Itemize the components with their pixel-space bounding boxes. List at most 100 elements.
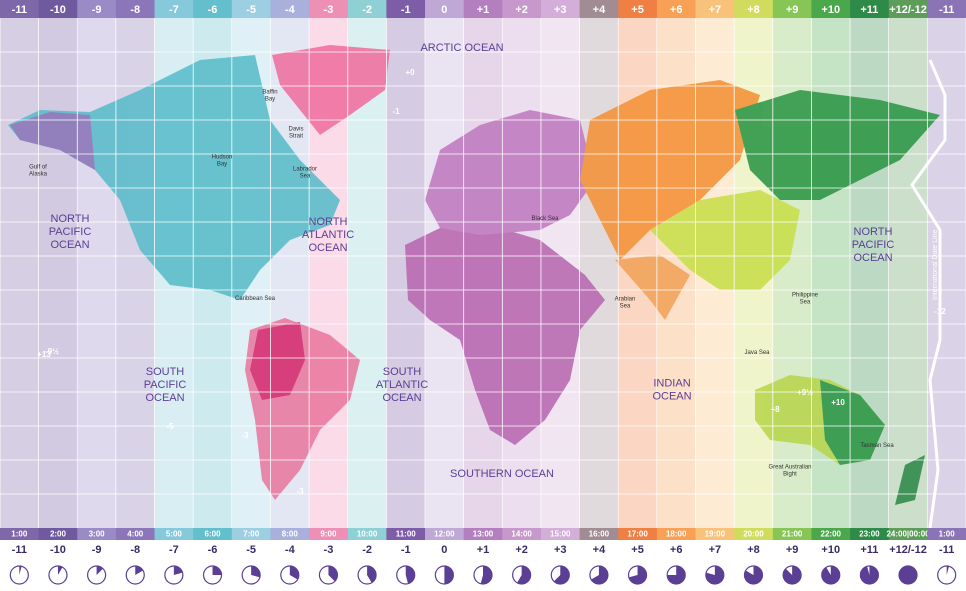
zone-offset-bottom: 0 xyxy=(441,544,447,556)
time-cell xyxy=(695,528,735,540)
clock-fill xyxy=(19,566,22,575)
zone-header-cell xyxy=(618,0,658,18)
zone-header-cell xyxy=(425,0,465,18)
zone-time: 24:00|00:00 xyxy=(886,530,930,539)
label-line: OCEAN xyxy=(853,252,892,264)
clock-fill xyxy=(628,566,647,584)
time-cell xyxy=(502,528,542,540)
sea-label: Arabian Sea xyxy=(615,296,636,309)
zone-offset: +3 xyxy=(554,4,567,16)
zone-offset: -11 xyxy=(939,4,954,16)
label-line: Labrador xyxy=(293,166,317,172)
zone-header-cell xyxy=(695,0,735,18)
zone-header-cell xyxy=(463,0,503,18)
zone-header-cell xyxy=(309,0,349,18)
zone-offset-bottom: -8 xyxy=(130,544,140,556)
clock-fill xyxy=(744,566,763,585)
sea-label: Davis Strait xyxy=(288,126,303,139)
sea-label: Tasman Sea xyxy=(860,443,894,449)
clock-fill xyxy=(591,566,608,585)
time-cell xyxy=(386,528,426,540)
clock-fill xyxy=(57,566,63,575)
zone-offset: +4 xyxy=(593,4,606,16)
clock-fill xyxy=(517,566,531,584)
label-line: NORTH xyxy=(309,216,348,228)
time-cell xyxy=(579,528,619,540)
label-line: SOUTHERN OCEAN xyxy=(450,468,554,480)
clock-fill xyxy=(899,566,918,584)
china xyxy=(650,190,800,290)
zone-header-cell xyxy=(811,0,851,18)
ocean-label: ARCTIC OCEAN xyxy=(420,42,503,54)
label-line: Black Sea xyxy=(531,216,559,222)
zone-header-cell xyxy=(502,0,542,18)
zone-header-cell xyxy=(193,0,233,18)
zone-time: 14:00 xyxy=(511,530,532,539)
zone-offset: -10 xyxy=(50,4,66,16)
zone-time: 7:00 xyxy=(243,530,260,539)
zone-time: 1:00 xyxy=(11,530,28,539)
zone-header-cell xyxy=(38,0,78,18)
zone-time: 18:00 xyxy=(666,530,687,539)
clock-fill xyxy=(860,566,879,584)
zone-band xyxy=(77,18,117,528)
zone-offset: +9 xyxy=(786,4,799,16)
label-line: SOUTH xyxy=(146,366,185,378)
zone-time: 2:00 xyxy=(50,530,67,539)
australia-east xyxy=(820,380,885,465)
ocean-label: NORTH PACIFIC OCEAN xyxy=(49,213,92,251)
zone-time: 23:00 xyxy=(859,530,880,539)
zone-offset-bottom: +7 xyxy=(709,544,722,556)
time-cell xyxy=(0,528,40,540)
label-line: Caribbean Sea xyxy=(235,296,276,302)
zone-offset-bottom: -9 xyxy=(92,544,102,556)
continents xyxy=(8,45,940,505)
label-line: NORTH xyxy=(51,213,90,225)
time-cell xyxy=(772,528,812,540)
zone-header-cell xyxy=(772,0,812,18)
zone-time: 15:00 xyxy=(550,530,571,539)
zone-offset: -8 xyxy=(130,4,140,16)
clock-fill xyxy=(705,566,724,585)
time-cell xyxy=(927,528,966,540)
zone-offset: -7 xyxy=(169,4,179,16)
ocean-label: SOUTHERN OCEAN xyxy=(450,468,554,480)
label-line: Great Australian xyxy=(768,464,811,470)
zone-mark: -1 xyxy=(392,107,400,116)
zone-time: 6:00 xyxy=(205,530,222,539)
label-line: Hudson xyxy=(212,154,233,160)
ocean-label: NORTH ATLANTIC OCEAN xyxy=(302,216,354,254)
sea-label: Hudson Bay xyxy=(212,154,233,167)
zone-offset-bottom: -5 xyxy=(246,544,256,556)
clock-fill xyxy=(405,566,415,584)
label-line: Strait xyxy=(289,133,303,139)
zone-time: 16:00 xyxy=(589,530,610,539)
zone-offset-bottom: -1 xyxy=(401,544,411,556)
label-line: NORTH xyxy=(854,226,893,238)
zone-band xyxy=(888,18,928,528)
label-line: ATLANTIC xyxy=(302,229,354,241)
africa xyxy=(405,228,605,445)
time-cell xyxy=(811,528,851,540)
zone-offset: -2 xyxy=(362,4,372,16)
zone-time: 11:00 xyxy=(396,530,417,539)
zone-mark: +13 xyxy=(37,350,51,359)
top-zone-bar: -11 -10 -9 -8 -7 -6 -5 -4 -3 -2 -1 0 +1 +2 +3 +4 +5 +6 +7 +… xyxy=(0,0,966,18)
clock-fill xyxy=(553,566,570,584)
time-cell xyxy=(734,528,774,540)
time-cell xyxy=(850,528,890,540)
clock-fill xyxy=(367,566,377,583)
sea-label: Black Sea xyxy=(531,216,559,222)
north-america xyxy=(8,55,340,300)
zone-header-cell xyxy=(850,0,890,18)
label-line: Sea xyxy=(800,299,811,305)
zone-offset-bottom: +4 xyxy=(593,544,606,556)
time-cell xyxy=(463,528,503,540)
label-line: OCEAN xyxy=(652,390,691,402)
zone-band xyxy=(579,18,619,528)
clock-fill xyxy=(173,566,183,575)
zone-offset-bottom: +10 xyxy=(821,544,840,556)
india xyxy=(615,255,690,320)
